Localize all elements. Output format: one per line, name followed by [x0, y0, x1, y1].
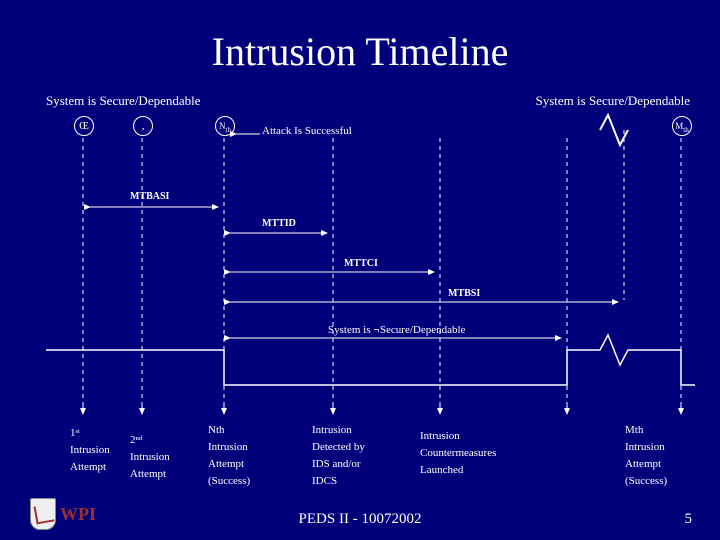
col-4-l1: Intrusion: [312, 422, 365, 439]
not-secure-label: System is ¬Secure/Dependable: [328, 324, 465, 336]
col-5-l1: Intrusion: [420, 428, 496, 445]
attack-success-label: Attack Is Successful: [262, 125, 352, 137]
col-5-l2: Countermeasures: [420, 445, 496, 462]
col-1: 1ˢᵗ Intrusion Attempt: [70, 425, 110, 476]
col-6-l1: Mth: [625, 422, 667, 439]
col-5-l3: Launched: [420, 462, 496, 479]
col-3-l1: Nth: [208, 422, 250, 439]
col-6-l4: (Success): [625, 473, 667, 490]
col-3: Nth Intrusion Attempt (Success): [208, 422, 250, 490]
col-3-l4: (Success): [208, 473, 250, 490]
col-3-l3: Attempt: [208, 456, 250, 473]
footer-text: PEDS II - 10072002: [0, 511, 720, 528]
col-4-l3: IDS and/or: [312, 456, 365, 473]
col-6: Mth Intrusion Attempt (Success): [625, 422, 667, 490]
col-1-l2: Intrusion: [70, 442, 110, 459]
col-6-l3: Attempt: [625, 456, 667, 473]
mtbasi-label: MTBASI: [130, 191, 169, 202]
mttci-label: MTTCI: [344, 258, 378, 269]
col-5: Intrusion Countermeasures Launched: [420, 428, 496, 479]
col-4-l2: Detected by: [312, 439, 365, 456]
col-2-l2: Intrusion: [130, 449, 170, 466]
col-1-l3: Attempt: [70, 459, 110, 476]
page-number: 5: [685, 511, 693, 528]
mtbsi-label: MTBSI: [448, 288, 480, 299]
col-4: Intrusion Detected by IDS and/or IDCS: [312, 422, 365, 490]
mttid-label: MTTID: [262, 218, 296, 229]
col-4-l4: IDCS: [312, 473, 365, 490]
col-2-l1: 2ⁿᵈ: [130, 432, 170, 449]
col-6-l2: Intrusion: [625, 439, 667, 456]
col-2-l3: Attempt: [130, 466, 170, 483]
col-3-l2: Intrusion: [208, 439, 250, 456]
col-1-l1: 1ˢᵗ: [70, 425, 110, 442]
slide-root: Intrusion Timeline System is Secure/Depe…: [0, 0, 720, 540]
col-2: 2ⁿᵈ Intrusion Attempt: [130, 432, 170, 483]
